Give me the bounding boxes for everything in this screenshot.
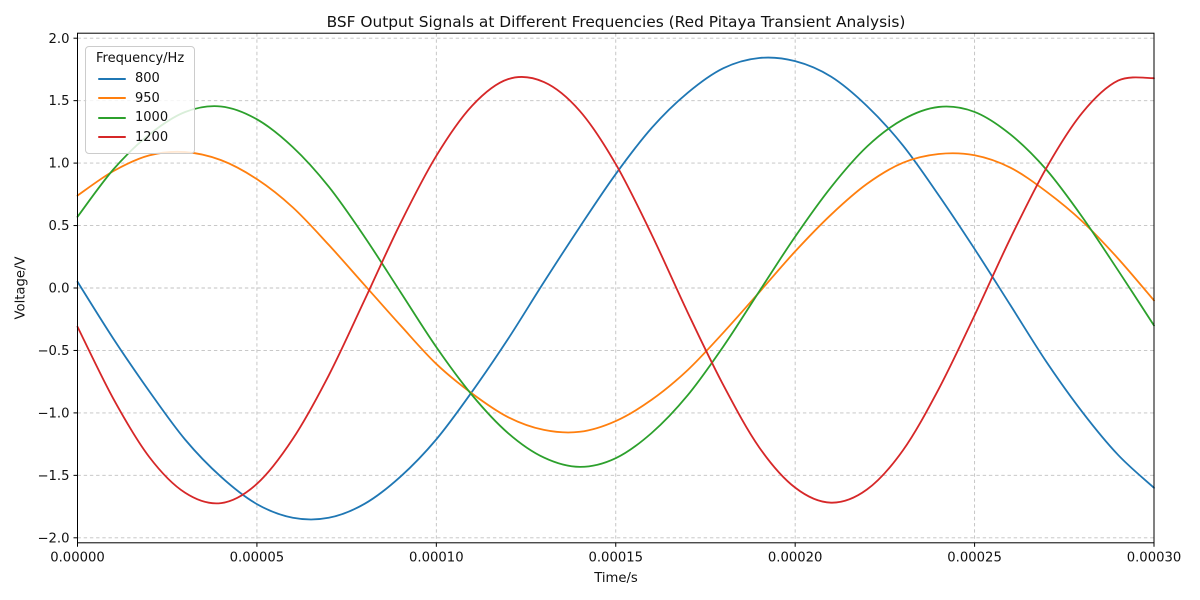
series-line-1200	[76, 76, 1155, 505]
legend-line-swatch	[98, 77, 126, 80]
legend-item-1200: 1200	[96, 128, 184, 148]
legend-item-800: 800	[96, 69, 184, 89]
y-tick-label: −0.5	[37, 344, 69, 359]
legend: Frequency/Hz 800 950 1000 1200	[85, 46, 196, 154]
y-axis-label: Voltage/V	[13, 256, 29, 320]
legend-items: 800 950 1000 1200	[96, 69, 184, 147]
legend-title: Frequency/Hz	[96, 51, 185, 66]
y-tick-label: 0.5	[49, 219, 70, 234]
y-tick-label: 0.0	[49, 282, 70, 297]
legend-item-1000: 1000	[96, 108, 184, 128]
series-line-950	[76, 150, 1155, 434]
legend-item-label: 1200	[135, 129, 169, 145]
legend-item-label: 800	[135, 71, 160, 87]
y-tick-label: −1.5	[37, 469, 69, 484]
y-tick-label: 2.0	[49, 32, 70, 47]
legend-line-swatch	[98, 116, 126, 119]
legend-line-swatch	[98, 97, 126, 100]
x-tick-label: 0.00020	[768, 550, 823, 565]
x-tick-label: 0.00015	[588, 550, 643, 565]
x-tick-label: 0.00000	[50, 550, 105, 565]
x-axis-label: Time/s	[594, 571, 638, 586]
legend-item-label: 950	[135, 90, 160, 106]
legend-line-swatch	[98, 136, 126, 139]
series-line-800	[76, 56, 1155, 521]
y-tick-label: −2.0	[37, 531, 69, 546]
y-tick-label: 1.0	[49, 157, 70, 172]
x-tick-label: 0.00030	[1127, 550, 1182, 565]
x-tick-label: 0.00025	[947, 550, 1002, 565]
chart-title: BSF Output Signals at Different Frequenc…	[326, 13, 906, 31]
legend-item-label: 1000	[135, 110, 169, 126]
y-tick-label: 1.5	[49, 94, 70, 109]
legend-item-950: 950	[96, 89, 184, 109]
series-line-1000	[76, 105, 1155, 468]
y-tick-label: −1.0	[37, 407, 69, 422]
x-tick-label: 0.00005	[230, 550, 285, 565]
x-tick-label: 0.00010	[409, 550, 464, 565]
